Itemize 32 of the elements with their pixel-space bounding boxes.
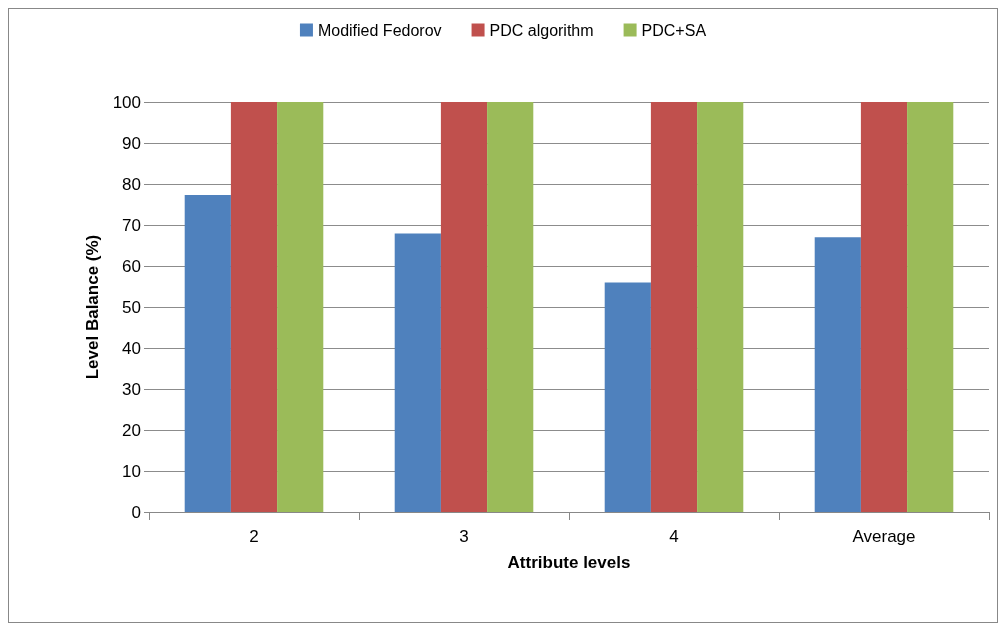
bar (860, 102, 908, 512)
bar (277, 102, 324, 512)
x-tick-label: 2 (249, 527, 259, 546)
bar (487, 102, 534, 512)
bar (650, 102, 698, 512)
bar (184, 195, 231, 512)
bar (440, 102, 488, 512)
x-tick-label: Average (852, 527, 916, 546)
y-axis-title: Level Balance (%) (83, 234, 102, 380)
legend-label: PDC+SA (641, 21, 707, 39)
y-tick-label: 90 (122, 133, 141, 153)
bar (907, 102, 954, 512)
y-tick-label: 100 (112, 92, 141, 112)
y-tick-label: 80 (122, 174, 141, 194)
legend-label: PDC algorithm (489, 21, 594, 39)
bar (814, 237, 861, 512)
x-tick-label: 4 (669, 527, 679, 546)
bar (230, 102, 278, 512)
bar (394, 233, 441, 512)
y-tick-label: 40 (122, 338, 141, 358)
y-tick-label: 10 (122, 461, 141, 481)
bar (604, 282, 651, 512)
x-axis-title: Attribute levels (507, 553, 631, 572)
bar (697, 102, 744, 512)
y-tick-label: 70 (122, 215, 141, 235)
y-tick-label: 0 (131, 502, 141, 522)
y-tick-label: 60 (122, 256, 141, 276)
y-tick-label: 50 (122, 297, 141, 317)
y-tick-label: 20 (122, 420, 141, 440)
legend-label: Modified Fedorov (317, 21, 442, 39)
x-tick-label: 3 (459, 527, 469, 546)
y-tick-label: 30 (122, 379, 141, 399)
